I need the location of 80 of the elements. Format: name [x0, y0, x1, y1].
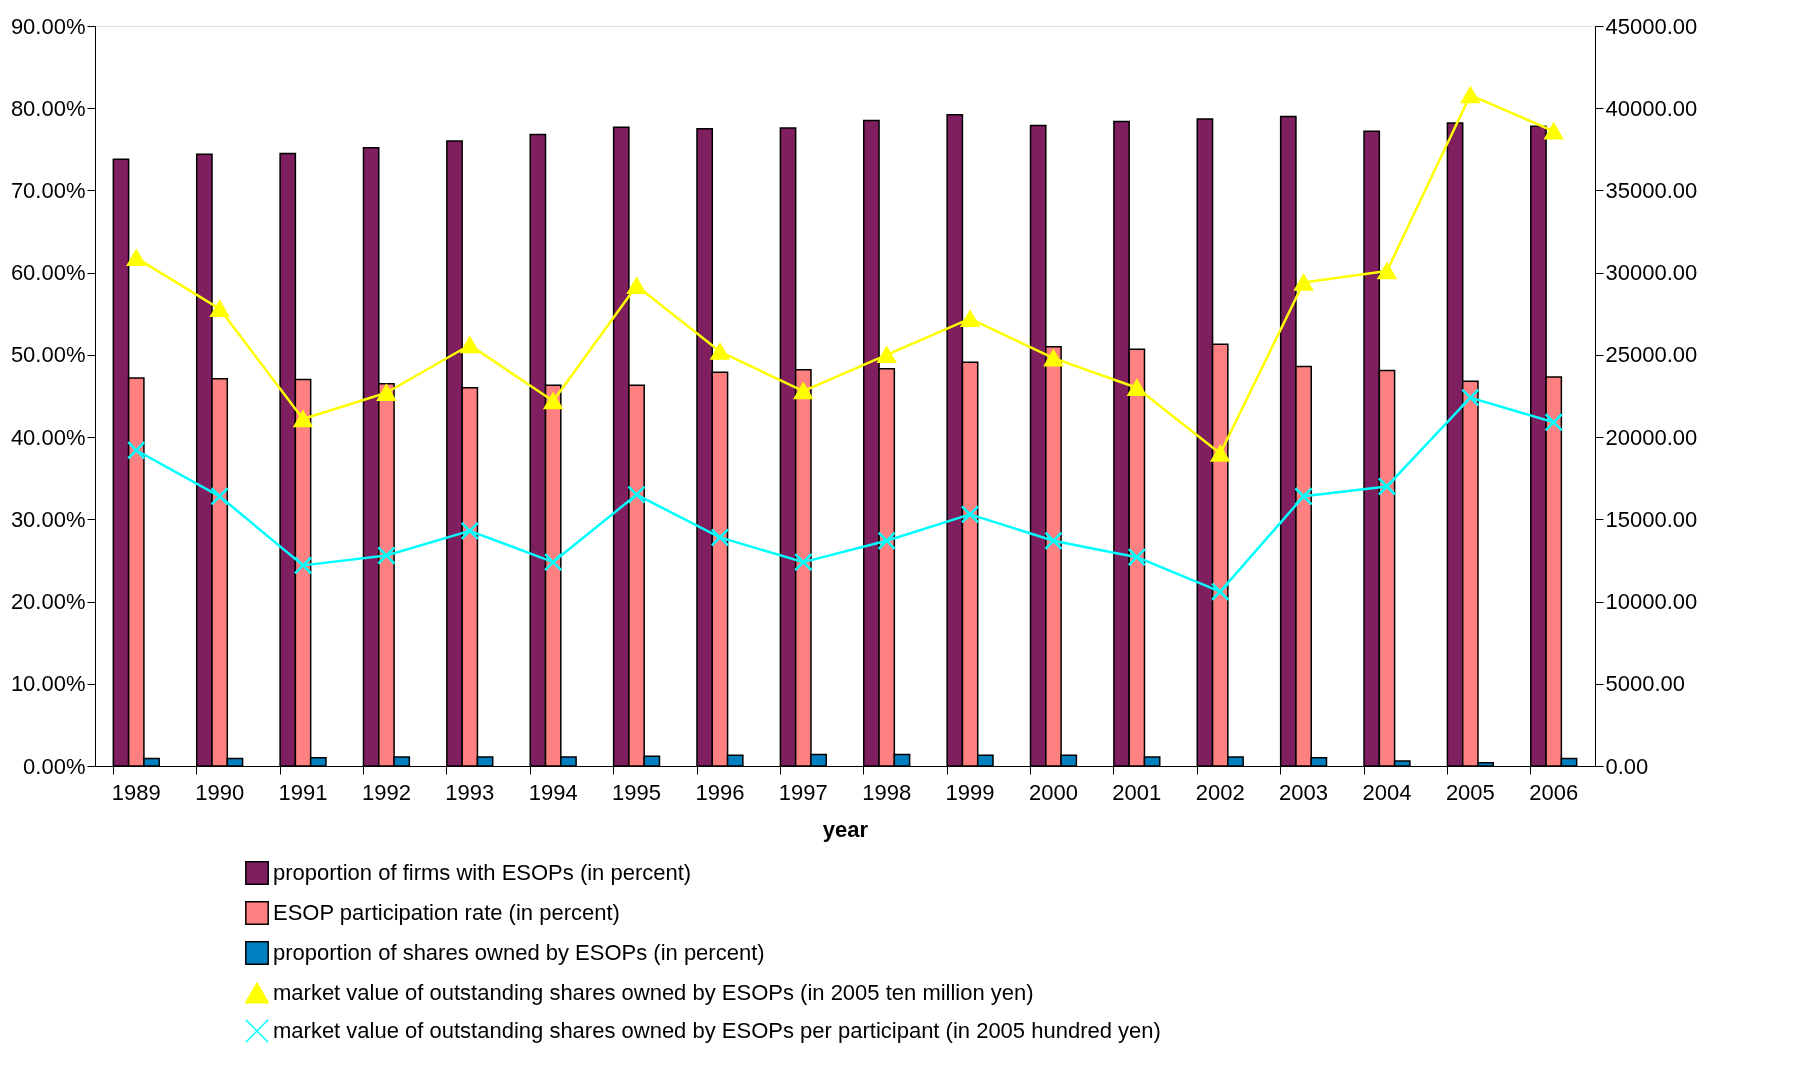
point: [960, 505, 980, 524]
x-tick-label: 2003: [1279, 779, 1329, 805]
y2-tick-label: 40000.00: [1605, 95, 1698, 121]
point: [377, 384, 396, 401]
y2-tick-label: 30000.00: [1605, 260, 1698, 286]
y2-tick-label: 0.00: [1605, 753, 1649, 779]
y-tick-label: 50.00%: [10, 342, 86, 368]
x-tick-label: 1997: [778, 779, 828, 805]
point: [1544, 123, 1564, 140]
point: [710, 528, 730, 547]
x-tick-label: 2001: [1112, 779, 1162, 805]
point: [1044, 531, 1063, 551]
y-tick-label: 20.00%: [10, 589, 86, 615]
point: [1210, 445, 1230, 462]
point: [1127, 547, 1147, 567]
x-tick-label: 1989: [111, 779, 161, 805]
point: [293, 556, 313, 575]
point: [126, 440, 146, 460]
point: [210, 300, 229, 318]
point: [126, 249, 146, 267]
x-axis-title: year: [822, 816, 869, 842]
point: [543, 392, 563, 410]
y-tick-label: 0.00%: [23, 753, 86, 779]
x-tick-label: 2005: [1445, 779, 1495, 805]
point: [710, 343, 730, 360]
point: [377, 546, 396, 565]
legend-label: ESOP participation rate (in percent): [273, 900, 620, 925]
x-tick-label: 2006: [1529, 779, 1579, 805]
y2-tick-label: 45000.00: [1605, 13, 1698, 39]
x-tick-label: 1999: [945, 779, 995, 805]
point: [1210, 582, 1230, 601]
point: [1377, 477, 1397, 496]
point: [1294, 274, 1313, 291]
point: [794, 552, 813, 572]
point: [1544, 413, 1564, 432]
legend-label: proportion of shares owned by ESOPs (in percent): [273, 940, 765, 965]
point: [877, 346, 896, 364]
point: [627, 277, 646, 295]
y-tick-label: 80.00%: [10, 95, 86, 121]
point: [543, 552, 563, 572]
point: [1461, 86, 1480, 104]
y2-tick-label: 25000.00: [1605, 342, 1698, 368]
point: [794, 382, 813, 400]
point: [960, 310, 980, 327]
x-tick-label: 1998: [862, 779, 912, 805]
point: [1044, 349, 1063, 367]
legend-label: market value of outstanding shares owned by ESOPs (in 2005 ten million yen): [273, 980, 1034, 1005]
legend-label: market value of outstanding shares owned by ESOPs per participant (in 2005 hundred yen): [273, 1018, 1161, 1043]
point: [460, 521, 480, 541]
y-tick-label: 30.00%: [10, 506, 86, 532]
x-tick-label: 2002: [1195, 779, 1245, 805]
y-tick-label: 60.00%: [10, 260, 86, 286]
x-tick-label: 1994: [528, 779, 578, 805]
point: [293, 410, 313, 428]
y2-tick-label: 35000.00: [1605, 177, 1698, 203]
point: [1377, 262, 1397, 280]
point: [210, 487, 229, 506]
point: [1294, 487, 1313, 506]
x-tick-label: 1991: [278, 779, 328, 805]
x-tick-label: 1995: [612, 779, 662, 805]
y-tick-label: 10.00%: [10, 671, 86, 697]
y-tick-label: 40.00%: [10, 424, 86, 450]
point: [627, 485, 646, 504]
y2-tick-label: 20000.00: [1605, 424, 1698, 450]
x-tick-label: 1992: [361, 779, 411, 805]
y2-tick-label: 15000.00: [1605, 506, 1698, 532]
legend-label: proportion of firms with ESOPs (in percent): [273, 860, 692, 885]
x-tick-label: 2000: [1028, 779, 1078, 805]
point: [460, 336, 480, 354]
y-tick-label: 70.00%: [10, 177, 86, 203]
point: [1461, 388, 1480, 407]
x-tick-label: 1990: [195, 779, 245, 805]
y2-tick-label: 5000.00: [1605, 671, 1686, 697]
x-tick-label: 1996: [695, 779, 745, 805]
y-tick-label: 90.00%: [10, 13, 86, 39]
x-tick-label: 2004: [1362, 779, 1412, 805]
x-tick-label: 1993: [445, 779, 495, 805]
point: [1127, 379, 1147, 397]
point: [877, 531, 896, 551]
y2-tick-label: 10000.00: [1605, 589, 1698, 615]
